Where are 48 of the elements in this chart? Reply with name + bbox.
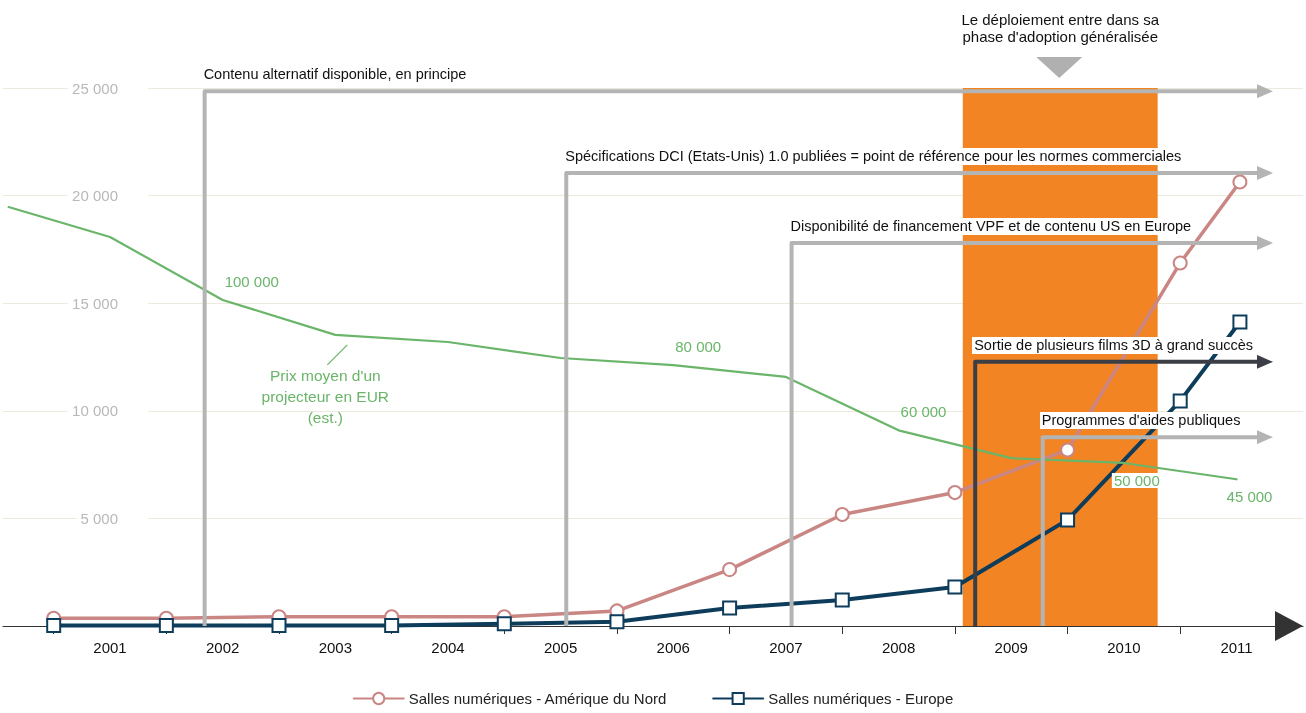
- data-label: 100 000: [224, 272, 279, 290]
- point: [947, 579, 963, 595]
- ref-line-label: Spécifications DCI (Etats-Unis) 1.0 publiées = point de référence pour les normes commerciales: [563, 148, 1184, 165]
- data-label: 60 000: [900, 403, 947, 421]
- ref-line-label: Contenu alternatif disponible, en principe: [201, 66, 469, 84]
- legend-label: Salles numériques - Amérique du Nord: [408, 690, 667, 707]
- point: [1172, 393, 1188, 409]
- data-label: 80 000: [675, 338, 722, 356]
- point: [834, 592, 850, 608]
- y-tick-label: 25 000: [72, 79, 118, 97]
- y-tick-label: 10 000: [72, 402, 118, 420]
- point: [1232, 314, 1248, 330]
- point: [1060, 512, 1076, 528]
- point: [1232, 174, 1248, 190]
- point: [947, 485, 963, 501]
- x-tick-label: 2003: [318, 639, 353, 656]
- x-tick-label: 2009: [994, 639, 1028, 656]
- ref-line-label: Disponibilité de financement VPF et de contenu US en Europe: [788, 217, 1194, 235]
- point: [496, 616, 512, 632]
- point: [271, 618, 287, 634]
- x-tick-label: 2007: [769, 639, 803, 656]
- x-tick-label: 2006: [656, 639, 690, 656]
- point: [1060, 442, 1076, 458]
- x-tick-label: 2001: [93, 639, 127, 656]
- point: [609, 614, 625, 630]
- point: [46, 618, 62, 634]
- data-label: 50 000: [1113, 471, 1160, 489]
- x-tick-label: 2010: [1107, 639, 1141, 656]
- point: [384, 618, 400, 634]
- band-label: Le déploiement entre dans sa phase d'adoption généralisée: [960, 11, 1161, 45]
- y-tick-label: 5 000: [80, 509, 118, 527]
- point: [722, 600, 738, 616]
- x-tick-label: 2005: [543, 639, 578, 656]
- point: [1172, 255, 1188, 271]
- ref-line-label: Programmes d'aides publiques: [1039, 412, 1243, 430]
- data-label: 45 000: [1226, 488, 1273, 506]
- y-tick-label: 15 000: [72, 294, 118, 312]
- y-tick-label: 20 000: [72, 187, 118, 205]
- x-tick-label: 2004: [431, 639, 465, 656]
- ref-line-label: Sortie de plusieurs films 3D à grand succès: [972, 336, 1256, 354]
- legend-label: Salles numériques - Europe: [768, 690, 954, 707]
- point: [834, 507, 850, 523]
- x-tick-label: 2002: [205, 639, 240, 656]
- point: [722, 562, 738, 578]
- x-tick-label: 2011: [1220, 639, 1253, 656]
- series-label: Prix moyen d'un projecteur en EUR (est.): [260, 365, 391, 428]
- x-tick-label: 2008: [881, 639, 916, 656]
- point: [158, 618, 174, 634]
